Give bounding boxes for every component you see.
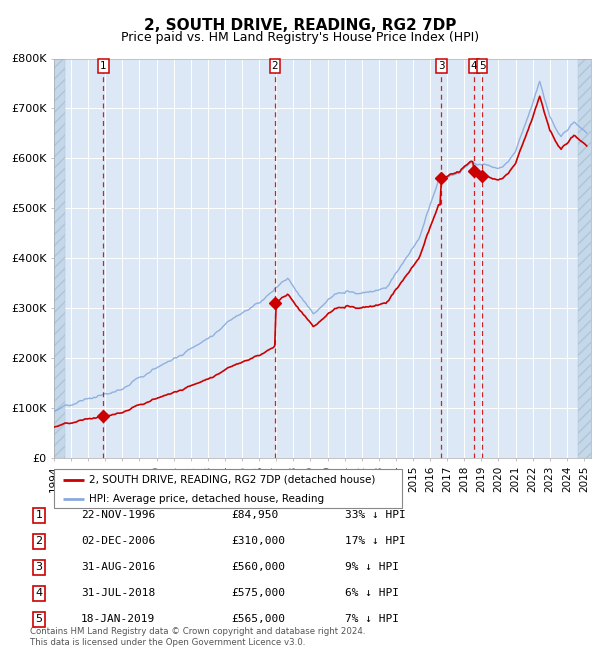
Text: 2, SOUTH DRIVE, READING, RG2 7DP (detached house): 2, SOUTH DRIVE, READING, RG2 7DP (detach… — [89, 475, 375, 485]
Text: 2: 2 — [271, 61, 278, 71]
Text: 5: 5 — [479, 61, 485, 71]
Text: £310,000: £310,000 — [231, 536, 285, 547]
Text: Contains HM Land Registry data © Crown copyright and database right 2024.
This d: Contains HM Land Registry data © Crown c… — [30, 627, 365, 647]
Text: HPI: Average price, detached house, Reading: HPI: Average price, detached house, Read… — [89, 493, 324, 504]
Text: 22-NOV-1996: 22-NOV-1996 — [81, 510, 155, 521]
Text: Price paid vs. HM Land Registry's House Price Index (HPI): Price paid vs. HM Land Registry's House … — [121, 31, 479, 44]
Text: 33% ↓ HPI: 33% ↓ HPI — [345, 510, 406, 521]
Text: 31-JUL-2018: 31-JUL-2018 — [81, 588, 155, 599]
Text: 1: 1 — [35, 510, 43, 521]
FancyBboxPatch shape — [54, 469, 402, 508]
Text: 2: 2 — [35, 536, 43, 547]
Text: 1: 1 — [100, 61, 107, 71]
Text: 3: 3 — [438, 61, 445, 71]
Text: 6% ↓ HPI: 6% ↓ HPI — [345, 588, 399, 599]
Bar — [578, 58, 595, 458]
Text: £575,000: £575,000 — [231, 588, 285, 599]
Text: £84,950: £84,950 — [231, 510, 278, 521]
Text: 02-DEC-2006: 02-DEC-2006 — [81, 536, 155, 547]
Text: 4: 4 — [35, 588, 43, 599]
Text: 4: 4 — [471, 61, 478, 71]
Text: 17% ↓ HPI: 17% ↓ HPI — [345, 536, 406, 547]
Text: 2, SOUTH DRIVE, READING, RG2 7DP: 2, SOUTH DRIVE, READING, RG2 7DP — [144, 18, 456, 33]
Text: 9% ↓ HPI: 9% ↓ HPI — [345, 562, 399, 573]
Bar — [54, 58, 65, 458]
Text: 31-AUG-2016: 31-AUG-2016 — [81, 562, 155, 573]
Text: 5: 5 — [35, 614, 43, 625]
Text: £560,000: £560,000 — [231, 562, 285, 573]
Text: 7% ↓ HPI: 7% ↓ HPI — [345, 614, 399, 625]
Text: 18-JAN-2019: 18-JAN-2019 — [81, 614, 155, 625]
Text: £565,000: £565,000 — [231, 614, 285, 625]
Text: 3: 3 — [35, 562, 43, 573]
